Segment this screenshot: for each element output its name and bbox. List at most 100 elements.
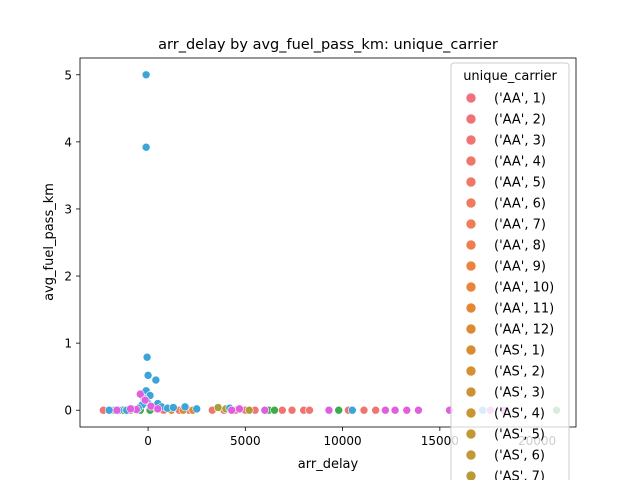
data-point	[126, 404, 135, 414]
x-axis-label: arr_delay	[298, 457, 359, 472]
legend-label: ('AA', 12)	[494, 323, 554, 338]
legend-label: ('AS', 4)	[494, 407, 545, 422]
data-point	[104, 405, 114, 415]
legend-label: ('AA', 4)	[494, 155, 546, 170]
legend-entry: ('AA', 12)	[465, 323, 554, 338]
data-point	[324, 405, 334, 415]
legend-label: ('AS', 5)	[494, 428, 545, 443]
legend-entry: ('AA', 3)	[465, 134, 546, 149]
legend-label: ('AA', 10)	[494, 281, 554, 296]
data-point	[141, 142, 151, 152]
legend-marker	[465, 407, 477, 419]
data-point	[140, 395, 150, 405]
data-point	[305, 405, 314, 415]
legend-marker	[465, 218, 477, 230]
legend-label: ('AS', 1)	[494, 344, 545, 359]
legend-label: ('AA', 2)	[494, 113, 546, 128]
legend-entry: ('AA', 4)	[465, 155, 546, 170]
legend-label: ('AS', 2)	[494, 365, 545, 380]
legend-label: ('AA', 1)	[494, 92, 546, 107]
legend-label: ('AA', 11)	[494, 302, 554, 317]
legend-label: ('AA', 8)	[494, 239, 546, 254]
legend-marker	[465, 281, 477, 293]
data-point	[235, 404, 244, 414]
x-tick-label: 5000	[230, 434, 261, 448]
legend-entry: ('AA', 8)	[465, 239, 546, 254]
legend-entry: ('AA', 11)	[465, 302, 554, 317]
legend-marker	[465, 365, 477, 377]
y-tick-label: 5	[64, 68, 72, 82]
legend-label: ('AS', 7)	[494, 470, 545, 481]
legend-entry: ('AA', 1)	[465, 92, 546, 107]
legend-title: unique_carrier	[463, 69, 557, 84]
legend-entry: ('AS', 5)	[465, 428, 545, 443]
legend-marker	[465, 92, 477, 104]
data-point	[112, 405, 122, 415]
y-tick-label: 3	[64, 202, 72, 216]
data-point	[213, 403, 223, 412]
legend-label: ('AS', 6)	[494, 449, 545, 464]
data-point	[169, 403, 178, 412]
legend-marker	[465, 134, 477, 146]
y-tick-label: 0	[64, 404, 72, 418]
legend-marker	[465, 197, 477, 209]
data-point	[359, 405, 369, 415]
data-point	[390, 405, 400, 415]
y-axis: 0 1 2 3 4 5	[64, 68, 80, 418]
data-point	[135, 389, 145, 399]
legend: unique_carrier ('AA', 1) ('AA', 2) ('AA', …	[450, 62, 570, 484]
data-point	[381, 405, 390, 415]
legend-entry: ('AA', 6)	[465, 197, 546, 212]
legend-marker	[465, 344, 477, 356]
legend-box	[450, 62, 570, 484]
data-point	[180, 402, 190, 412]
legend-marker	[465, 239, 477, 251]
legend-marker	[465, 449, 477, 461]
axes-spine	[79, 57, 577, 428]
legend-label: ('AA', 6)	[494, 197, 546, 212]
y-tick-label: 1	[64, 337, 72, 351]
data-point	[334, 405, 343, 415]
axes-frame	[79, 57, 577, 428]
legend-entry: ('AA', 5)	[465, 176, 546, 191]
data-point	[143, 371, 153, 380]
legend-label: ('AA', 5)	[494, 176, 546, 191]
data-point	[141, 70, 151, 80]
y-tick-label: 2	[64, 270, 72, 284]
data-point	[402, 405, 412, 415]
data-point	[270, 405, 279, 415]
legend-label: ('AS', 3)	[494, 386, 545, 401]
data-point	[142, 352, 152, 362]
data-point	[371, 405, 380, 415]
legend-entry: ('AA', 2)	[465, 113, 546, 128]
legend-entry: ('AS', 6)	[465, 449, 545, 464]
data-point	[227, 405, 237, 415]
y-tick-label: 4	[64, 135, 72, 149]
legend-marker	[465, 470, 477, 482]
legend-label: ('AA', 7)	[494, 218, 546, 233]
y-axis-label: avg_fuel_pass_km	[42, 183, 57, 301]
data-point	[277, 405, 287, 415]
legend-entry: ('AA', 9)	[465, 260, 546, 275]
legend-marker	[465, 323, 477, 335]
legend-entry: ('AS', 2)	[465, 365, 545, 380]
legend-marker	[465, 428, 477, 440]
legend-entry: ('AS', 4)	[465, 407, 545, 422]
legend-marker	[465, 260, 477, 272]
legend-entry: ('AA', 10)	[465, 281, 554, 296]
legend-entry: ('AS', 1)	[465, 344, 545, 359]
x-tick-label: 15000	[421, 434, 459, 448]
x-tick-label: 10000	[323, 434, 361, 448]
legend-label: ('AA', 3)	[494, 134, 546, 149]
legend-marker	[465, 176, 477, 188]
data-point	[287, 405, 297, 415]
data-point	[151, 375, 161, 385]
chart-title: arr_delay by avg_fuel_pass_km: unique_ca…	[158, 37, 498, 53]
data-point	[348, 405, 357, 415]
x-tick-label: 0	[144, 434, 152, 448]
data-point	[153, 404, 163, 414]
data-point	[192, 404, 202, 414]
legend-marker	[465, 302, 477, 314]
plot-area	[99, 70, 561, 415]
legend-entry: ('AS', 3)	[465, 386, 545, 401]
